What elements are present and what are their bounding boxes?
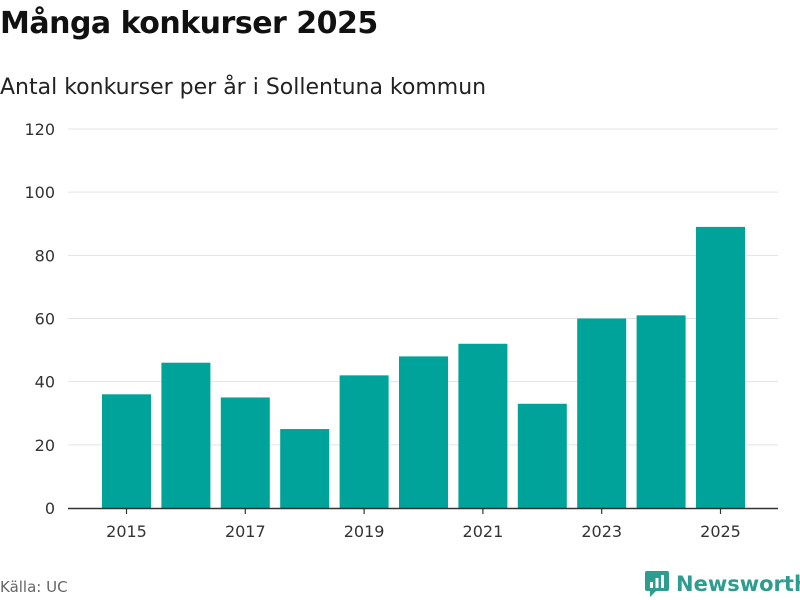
brand-logo: Newsworthy <box>644 569 800 599</box>
x-tick-label: 2015 <box>106 522 147 541</box>
y-tick-label: 60 <box>35 310 55 329</box>
bar-2022 <box>517 403 567 508</box>
bar-2024 <box>636 315 686 508</box>
bar-2021 <box>458 343 508 508</box>
source-note: Källa: UC <box>0 578 68 596</box>
y-tick-label: 100 <box>24 183 55 202</box>
newsworthy-logo-icon <box>645 571 669 597</box>
x-tick-label: 2025 <box>700 522 741 541</box>
x-tick-label: 2021 <box>463 522 504 541</box>
bar-2023 <box>577 318 627 508</box>
brand-name: Newsworthy <box>676 572 800 596</box>
bar-2016 <box>161 362 211 508</box>
bar-2020 <box>399 356 448 508</box>
bar-2025 <box>696 226 745 509</box>
x-tick-label: 2019 <box>344 522 385 541</box>
bar-2018 <box>280 429 330 508</box>
y-tick-label: 120 <box>24 120 55 139</box>
bar-2017 <box>220 397 270 508</box>
x-tick-label: 2023 <box>581 522 622 541</box>
y-tick-label: 0 <box>45 499 55 518</box>
bar-2015 <box>102 394 151 508</box>
y-tick-label: 80 <box>35 246 55 265</box>
bar-2019 <box>339 375 389 508</box>
x-tick-label: 2017 <box>225 522 266 541</box>
chart-title: Många konkurser 2025 <box>0 6 378 41</box>
bar-chart: 0 20 40 60 80 100 120 2015 2017 2019 2021 2023 2025 <box>24 120 778 541</box>
chart-subtitle: Antal konkurser per år i Sollentuna komm… <box>0 75 487 100</box>
y-tick-label: 40 <box>35 373 55 392</box>
y-tick-label: 20 <box>35 436 55 455</box>
